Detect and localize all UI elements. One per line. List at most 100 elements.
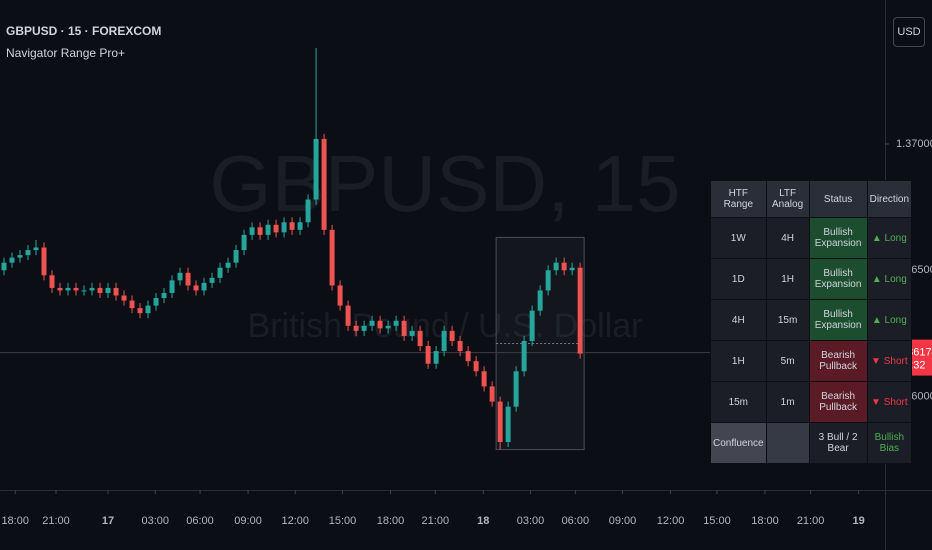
candle-body bbox=[17, 255, 23, 258]
x-tick-label: 03:00 bbox=[141, 515, 169, 527]
column-header: Status bbox=[808, 180, 868, 218]
direction-cell: ▼ Short bbox=[866, 340, 913, 382]
candle-body bbox=[49, 275, 55, 288]
table-row: Confluence 3 Bull / 2 Bear Bullish Bias bbox=[710, 422, 913, 464]
candle-body bbox=[417, 330, 423, 347]
candle-body bbox=[497, 401, 503, 443]
x-tick-label: 12:00 bbox=[657, 515, 685, 527]
empty-cell bbox=[765, 422, 810, 464]
candle-body bbox=[129, 300, 135, 309]
ltf-cell: 1H bbox=[765, 258, 810, 300]
candle-body bbox=[449, 330, 455, 341]
candle-body bbox=[169, 280, 175, 293]
candle-body bbox=[9, 257, 15, 263]
candle-body bbox=[321, 138, 327, 230]
x-tick-label: 21:00 bbox=[422, 515, 450, 527]
candle-body bbox=[145, 305, 151, 314]
candle-body bbox=[481, 371, 487, 387]
candle-body bbox=[73, 287, 79, 291]
candle-body bbox=[345, 305, 351, 326]
htf-cell: 1H bbox=[710, 340, 767, 382]
candle-body bbox=[409, 330, 415, 336]
candle-body bbox=[353, 325, 359, 331]
candle-body bbox=[233, 250, 239, 263]
x-tick-label: 06:00 bbox=[186, 515, 214, 527]
status-cell: Bullish Expansion bbox=[808, 258, 868, 300]
ltf-cell: 15m bbox=[765, 299, 810, 341]
status-cell: Bullish Expansion bbox=[808, 299, 868, 341]
direction-cell: ▲ Long bbox=[866, 217, 913, 259]
candle-body bbox=[249, 227, 255, 235]
currency-button[interactable]: USD bbox=[893, 17, 925, 47]
candle-body bbox=[529, 310, 535, 341]
x-tick-label: 21:00 bbox=[797, 515, 825, 527]
symbol: GBPUSD · 15 · FOREXCOM bbox=[6, 24, 162, 38]
x-tick-label: 18:00 bbox=[751, 515, 779, 527]
candle-body bbox=[401, 320, 407, 336]
table-row: 1W 4H Bullish Expansion ▲ Long bbox=[710, 217, 913, 259]
candle-body bbox=[521, 340, 527, 372]
candle-body bbox=[505, 406, 511, 443]
candle-body bbox=[33, 247, 39, 251]
candle-body bbox=[513, 371, 519, 407]
candle-body bbox=[201, 282, 207, 291]
x-tick-label: 06:00 bbox=[562, 515, 590, 527]
candle-body bbox=[441, 330, 447, 352]
htf-cell: 1W bbox=[710, 217, 767, 259]
candle-body bbox=[393, 320, 399, 326]
x-tick-label: 15:00 bbox=[703, 515, 731, 527]
table-row: 1D 1H Bullish Expansion ▲ Long bbox=[710, 258, 913, 300]
candle-body bbox=[217, 267, 223, 278]
x-tick-label: 17 bbox=[102, 515, 114, 527]
column-header: LTF Analog bbox=[765, 180, 810, 218]
column-header: HTF Range bbox=[710, 180, 767, 218]
watermark-title: GBPUSD, 15 bbox=[209, 139, 680, 228]
candle-body bbox=[1, 262, 7, 271]
table-row: 1H 5m Bearish Pullback ▼ Short bbox=[710, 340, 913, 382]
candle-body bbox=[41, 247, 47, 276]
candle-body bbox=[577, 267, 583, 354]
confluence-label: Confluence bbox=[710, 422, 767, 464]
candle-body bbox=[153, 298, 159, 306]
htf-cell: 4H bbox=[710, 299, 767, 341]
status-cell: Bullish Expansion bbox=[808, 217, 868, 259]
candle-body bbox=[561, 262, 567, 271]
candle-body bbox=[257, 227, 263, 235]
direction-cell: ▲ Long bbox=[866, 258, 913, 300]
candle-body bbox=[361, 325, 367, 331]
direction-cell: ▲ Long bbox=[866, 299, 913, 341]
candle-body bbox=[297, 222, 303, 230]
candle-body bbox=[425, 346, 431, 364]
candle-body bbox=[337, 285, 343, 306]
candle-body bbox=[193, 285, 199, 291]
x-tick-label: 15:00 bbox=[329, 515, 357, 527]
candle-body bbox=[57, 287, 63, 291]
table-row: 4H 15m Bullish Expansion ▲ Long bbox=[710, 299, 913, 341]
ltf-cell: 4H bbox=[765, 217, 810, 259]
candle-body bbox=[185, 272, 191, 286]
table-row: HTF Range LTF Analog Status Direction bbox=[710, 180, 913, 218]
x-tick-label: 09:00 bbox=[609, 515, 637, 527]
candle-body bbox=[569, 267, 575, 271]
candle-body bbox=[553, 262, 559, 271]
y-tick-label: 1.37000 bbox=[896, 138, 932, 150]
candle-body bbox=[473, 361, 479, 372]
x-tick-label: 09:00 bbox=[234, 515, 262, 527]
candle-body bbox=[385, 325, 391, 329]
htf-cell: 15m bbox=[710, 381, 767, 423]
x-tick-label: 19 bbox=[852, 515, 864, 527]
candle-body bbox=[465, 351, 471, 362]
candle-body bbox=[313, 138, 319, 200]
candle-body bbox=[105, 287, 111, 293]
candle-body bbox=[369, 320, 375, 326]
direction-cell: ▼ Short bbox=[866, 381, 913, 423]
candle-body bbox=[273, 224, 279, 233]
x-tick-label: 12:00 bbox=[282, 515, 310, 527]
column-header: Direction bbox=[866, 180, 913, 218]
ltf-cell: 1m bbox=[765, 381, 810, 423]
htf-cell: 1D bbox=[710, 258, 767, 300]
candle-body bbox=[177, 272, 183, 281]
candle-body bbox=[137, 308, 143, 314]
candle-body bbox=[537, 290, 543, 311]
